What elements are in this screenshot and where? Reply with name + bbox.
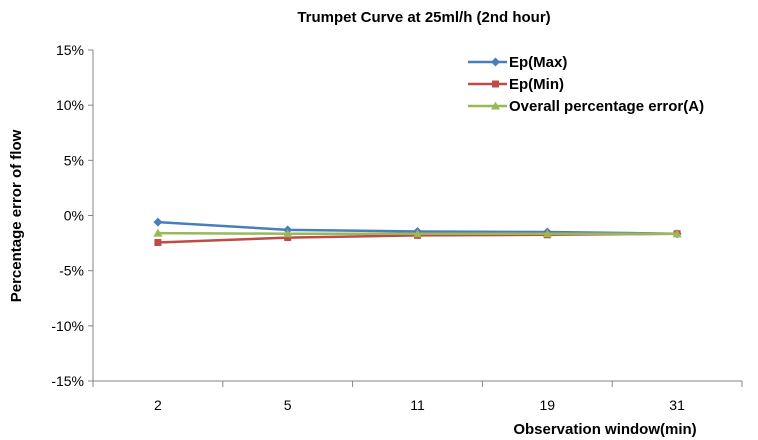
data-point bbox=[153, 228, 163, 237]
data-point bbox=[153, 217, 163, 227]
y-axis-title: Percentage error of flow bbox=[8, 129, 25, 302]
legend-item: Ep(Min) bbox=[468, 76, 564, 93]
x-axis-title: Observation window(min) bbox=[513, 421, 696, 438]
y-tick-label: -15% bbox=[51, 373, 84, 389]
data-point bbox=[154, 239, 162, 247]
y-tick-label: 10% bbox=[56, 97, 84, 113]
chart-title: Trumpet Curve at 25ml/h (2nd hour) bbox=[297, 9, 550, 26]
legend-item: Overall percentage error(A) bbox=[468, 98, 704, 115]
legend-label: Overall percentage error(A) bbox=[509, 98, 704, 115]
data-point bbox=[284, 234, 292, 242]
data-point bbox=[283, 229, 293, 238]
data-point bbox=[542, 229, 552, 238]
y-tick-label: 5% bbox=[64, 152, 84, 168]
y-tick-label: 15% bbox=[56, 42, 84, 58]
series-layer bbox=[153, 217, 682, 247]
series-2 bbox=[153, 228, 682, 238]
x-tick-label: 2 bbox=[154, 397, 162, 413]
legend-item: Ep(Max) bbox=[468, 54, 567, 71]
legend: Ep(Max) Ep(Min) Overall percentage error(A… bbox=[468, 54, 704, 115]
axes: 15% 10% 5% 0% -5% -10% -15% 2 5 11 19 31 bbox=[51, 42, 743, 413]
y-tick-label: -5% bbox=[59, 263, 84, 279]
legend-label: Ep(Min) bbox=[509, 76, 564, 93]
x-tick-label: 19 bbox=[540, 397, 556, 413]
legend-label: Ep(Max) bbox=[509, 54, 567, 71]
y-tick-label: 0% bbox=[64, 208, 84, 224]
legend-marker bbox=[492, 80, 499, 88]
legend-marker bbox=[491, 101, 500, 110]
legend-marker bbox=[491, 57, 500, 67]
y-tick-label: -10% bbox=[51, 318, 84, 334]
data-point bbox=[413, 229, 422, 238]
x-tick-label: 11 bbox=[410, 397, 425, 413]
data-point bbox=[672, 229, 682, 238]
x-tick-label: 5 bbox=[284, 397, 292, 413]
x-tick-label: 31 bbox=[669, 397, 685, 413]
